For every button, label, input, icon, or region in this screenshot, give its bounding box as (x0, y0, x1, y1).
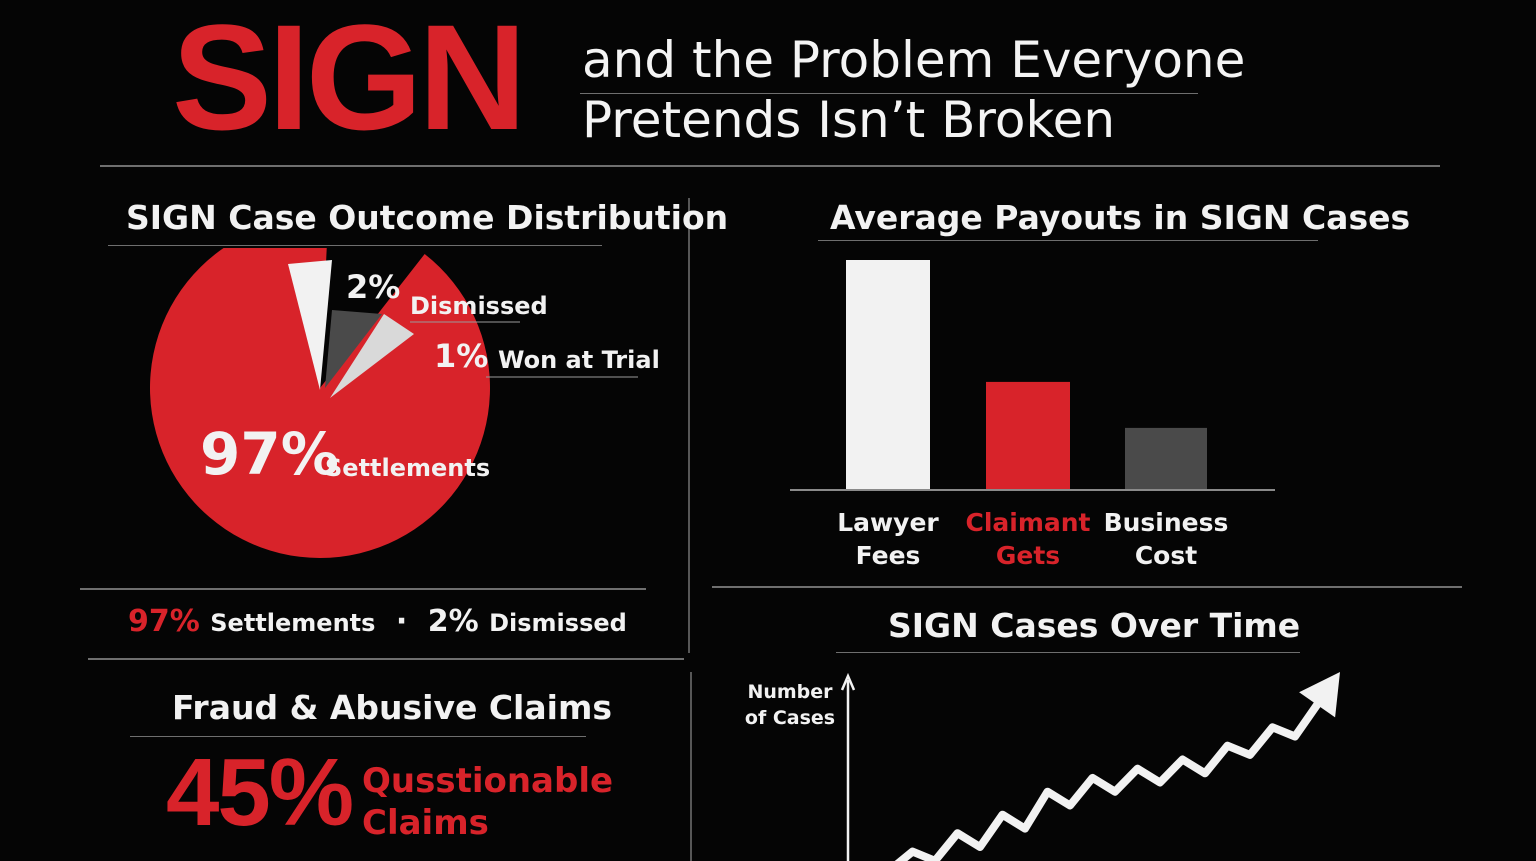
trend-line (894, 680, 1330, 861)
fraud-label-line-1: Qusstionable (362, 761, 614, 801)
column-divider-bottom (690, 672, 692, 861)
bar-label-business-line-2: Cost (1135, 541, 1197, 570)
bar-chart: Lawyer Fees Claimant Gets Business Cost (790, 260, 1275, 570)
summary-separator: · (395, 604, 408, 639)
fraud-title-underline (130, 736, 586, 737)
trend-arrowhead (1299, 672, 1340, 718)
y-axis-arrowhead (840, 672, 856, 691)
pie-slice-won-at-trial (330, 314, 414, 398)
pie-slice-white-highlight (288, 260, 332, 390)
main-subtitle: and the Problem Everyone Pretends Isn’t … (582, 30, 1245, 150)
right-section-divider (712, 586, 1462, 588)
pie-slice-settlements (150, 248, 490, 558)
bar-label-claimant-line-2: Gets (996, 541, 1060, 570)
fraud-panel-title: Fraud & Abusive Claims (172, 688, 612, 727)
bar-label-lawyer-line-2: Fees (856, 541, 921, 570)
pie-value-label-won-at-trial: 1% (434, 337, 488, 375)
bar-label-lawyer-line-1: Lawyer (837, 508, 939, 537)
pie-title-underline (108, 245, 602, 246)
pie-value-label-settlements: 97% (200, 420, 339, 488)
pie-chart-title: SIGN Case Outcome Distribution (126, 198, 729, 237)
summary-label-dismissed: Dismissed (489, 609, 627, 637)
fraud-label: Qusstionable Claims (362, 760, 613, 844)
line-title-underline (836, 652, 1300, 653)
main-title-sign: SIGN (172, 0, 527, 161)
pie-slice-label-settlements: Settlements (325, 454, 490, 482)
column-divider-top (688, 198, 690, 653)
pie-chart: 97% Settlements 2% Dismissed 1% Won at T… (150, 248, 660, 558)
pie-value-label-dismissed: 2% (346, 268, 400, 306)
bar-claimant (986, 381, 1070, 490)
pie-slice-dismissed (325, 310, 382, 388)
fraud-percentage: 45% (166, 739, 354, 846)
summary-pct-settlements: 97% (128, 604, 200, 639)
bar-business (1125, 427, 1207, 490)
bar-lawyer (846, 260, 930, 490)
bar-label-business-line-1: Business (1104, 508, 1229, 537)
subtitle-line-1: and the Problem Everyone (582, 31, 1246, 89)
y-axis-label-line-2: of Cases (745, 707, 835, 729)
subtitle-underline (580, 93, 1198, 94)
pie-slice-label-dismissed: Dismissed (410, 292, 548, 320)
outcome-summary: 97% Settlements · 2% Dismissed (128, 604, 627, 639)
line-chart: Number of Cases (745, 672, 1340, 861)
bar-title-underline (818, 240, 1318, 241)
fraud-label-line-2: Claims (362, 803, 489, 843)
line-chart-title: SIGN Cases Over Time (888, 606, 1301, 645)
header-divider (100, 165, 1440, 167)
bar-label-claimant-line-1: Claimant (965, 508, 1090, 537)
subtitle-line-2: Pretends Isn’t Broken (582, 91, 1116, 149)
summary-label-settlements: Settlements (210, 609, 376, 637)
summary-bottom-divider (88, 658, 684, 660)
summary-pct-dismissed: 2% (427, 604, 479, 639)
pie-slice-label-won-at-trial: Won at Trial (498, 346, 660, 374)
y-axis-label-line-1: Number (747, 681, 833, 703)
bar-chart-title: Average Payouts in SIGN Cases (830, 198, 1411, 237)
pie-bottom-divider (80, 588, 646, 590)
